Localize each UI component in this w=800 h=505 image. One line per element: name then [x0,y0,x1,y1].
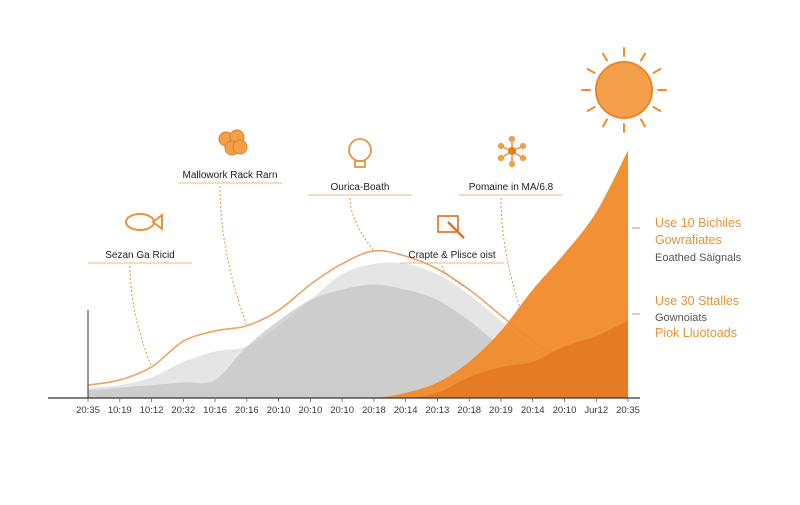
sun-ray-2 [653,107,660,111]
annotation-label-3: Ourica-Boath [331,182,390,193]
sun-icon [582,48,666,132]
sun-ray-5 [603,119,607,126]
annotation-label-1: Sezan Ga Ricid [105,250,174,261]
annotation-label-5: Pomaine in MA/6.8 [469,182,554,193]
x-tick-label-4: 20:32 [171,405,195,416]
annotation-leader-1 [130,266,152,367]
x-tick-label-2: 10:19 [108,405,132,416]
annotation-label-4: Crapte & Plisce oist [408,250,495,261]
x-tick-label-6: 20:16 [235,405,259,416]
annotation-leader-2 [220,186,247,326]
sun-ray-12 [653,69,660,73]
x-tick-label-14: 20:19 [489,405,513,416]
side-label-1b: Gowrafiates [655,233,722,247]
x-tick-label-12: 20:13 [426,405,450,416]
sun-ray-9 [603,54,607,61]
x-tick-label-18: 20:35 [616,405,640,416]
side-label-1c: Eoathed Säignals [655,252,742,264]
sun-ray-11 [641,54,645,61]
x-tick-label-7: 20:10 [267,405,291,416]
x-tick-label-13: 20:18 [457,405,481,416]
x-tick-label-5: 10:16 [203,405,227,416]
x-tick-label-1: 20:35 [76,405,100,416]
x-tick-label-10: 20:18 [362,405,386,416]
x-tick-label-11: 20:14 [394,405,418,416]
x-tick-label-9: 20:10 [330,405,354,416]
side-labels: Use 10 Bichiles Gowrafiates Eoathed Säig… [632,216,742,340]
sun-ray-3 [641,119,645,126]
side-label-1a: Use 10 Bichiles [655,216,741,230]
cluster-icon [219,130,247,155]
sun-ray-8 [588,69,595,73]
x-tick-label-15: 20:14 [521,405,545,416]
tablet-pen-icon [438,216,464,238]
x-tick-label-16: 20:10 [553,405,577,416]
x-tick-label-3: 10:12 [140,405,164,416]
lightbulb-icon [349,139,371,167]
annotation-label-2: Mallowork Rack Rarn [182,170,277,181]
side-label-2b: Gownoiats [655,312,707,324]
sun-ray-6 [588,107,595,111]
side-label-2c: Piok Lluotoads [655,326,737,340]
fish-icon [126,214,162,230]
x-tick-label-17: Jur12 [584,405,608,416]
side-label-2a: Use 30 Sttalles [655,294,739,308]
x-tick-label-8: 20:10 [298,405,322,416]
molecule-icon [498,136,526,167]
annotation-leader-3 [350,198,374,251]
